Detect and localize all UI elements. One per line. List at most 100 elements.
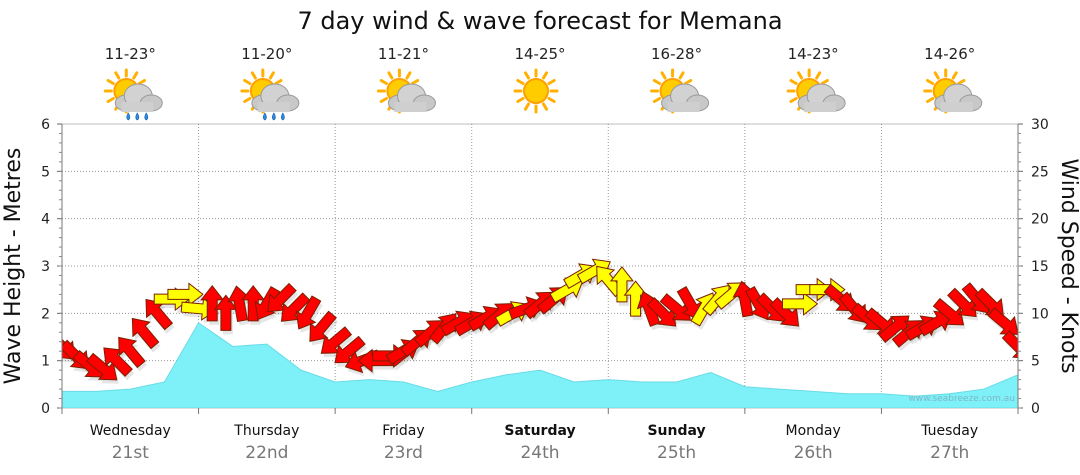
cloud-shape — [661, 83, 710, 112]
day-temperature: 16-28° — [651, 45, 702, 63]
wind-arrows — [62, 258, 1018, 384]
cloud-shape — [797, 83, 846, 112]
sun-ray — [387, 71, 394, 80]
wind-arrow — [659, 293, 691, 321]
rain-drop — [272, 112, 276, 121]
wind-arrow-marks — [62, 258, 1018, 381]
sun-ray — [547, 79, 556, 85]
sun-ray — [137, 79, 146, 85]
weather-icons-row — [103, 68, 983, 121]
right-tick-label: 10 — [1031, 306, 1049, 322]
partly-cloudy-showers-icon — [240, 68, 300, 121]
wind-arrow — [200, 285, 225, 322]
sun-ray — [405, 71, 412, 80]
wind-arrow — [227, 285, 251, 323]
wind-arrow — [309, 310, 337, 342]
temperature-row: 11-23° 11-20° 11-21° 14-25° 16-28° 14-23° 14-2… — [105, 45, 976, 63]
sun-ray — [820, 79, 829, 85]
right-tick-label: 5 — [1031, 354, 1040, 370]
day-temperature: 14-23° — [788, 45, 839, 63]
left-tick-label: 4 — [41, 212, 50, 228]
rain-drop — [126, 112, 131, 121]
sun-ray — [957, 79, 966, 85]
rain-drop — [281, 112, 285, 121]
wind-arrow — [769, 297, 800, 327]
day-date-label: 25th — [657, 443, 696, 463]
cloud-shape — [387, 83, 436, 112]
sun-ray — [516, 97, 525, 103]
day-temperature: 11-21° — [378, 45, 429, 63]
plot-area: www.seabreeze.com.au — [61, 123, 1019, 409]
rain-drop — [263, 112, 267, 121]
sun-ray — [268, 71, 275, 80]
wind-arrow — [167, 282, 204, 307]
rain-drop — [135, 112, 140, 121]
rain-drop — [144, 112, 149, 121]
sun-ray — [524, 102, 530, 111]
wind-arrow — [295, 295, 322, 330]
wind-arrow — [320, 326, 353, 354]
day-name-label: Tuesday — [920, 423, 978, 439]
left-tick-label: 2 — [41, 306, 50, 322]
day-date-label: 23rd — [384, 443, 423, 463]
left-tick-label: 5 — [41, 164, 50, 180]
day-temperature: 11-20° — [241, 45, 292, 63]
left-tick-label: 6 — [41, 117, 50, 133]
chart-title: 7 day wind & wave forecast for Memana — [297, 7, 782, 35]
left-axis-title: Wave Height - Metres — [1, 148, 26, 385]
day-date-label: 24th — [520, 443, 559, 463]
x-axis: Wednesday 21st Thursday 22nd Friday 23rd Satur… — [61, 408, 1019, 463]
partly-cloudy-icon — [650, 68, 710, 114]
sun-ray — [250, 71, 257, 80]
sun-ray — [243, 79, 252, 85]
sun-ray — [547, 97, 556, 103]
wind-arrow — [947, 287, 977, 318]
right-axis: 0 5 10 15 20 25 30 — [1017, 117, 1049, 417]
sun-ray — [132, 71, 139, 80]
wave-height-area — [62, 322, 1018, 408]
sun-ray — [410, 79, 420, 85]
sun-ray — [926, 79, 935, 85]
sun-ray — [926, 97, 935, 103]
day-temperature: 14-25° — [514, 45, 565, 63]
wind-arrow — [103, 347, 133, 377]
left-tick-label: 0 — [41, 401, 50, 417]
watermark: www.seabreeze.com.au — [908, 394, 1015, 404]
day-temperature: 11-23° — [105, 45, 156, 63]
wind-arrow — [781, 291, 819, 316]
day-name-label: Sunday — [647, 423, 705, 439]
partly-cloudy-icon — [786, 68, 846, 114]
sun-ray — [379, 79, 388, 85]
right-axis-title: Wind Speed - Knots — [1056, 158, 1080, 373]
day-name-label: Friday — [382, 423, 424, 439]
sun-ray — [789, 97, 798, 103]
sun-ray — [684, 79, 693, 85]
sun-ray — [678, 71, 685, 80]
wind-arrow — [676, 285, 703, 321]
sun-ray — [542, 102, 548, 111]
wind-arrow — [118, 336, 146, 369]
wind-arrow — [932, 297, 965, 326]
cloud-shape — [251, 83, 300, 112]
sun-ray — [542, 71, 548, 80]
sun-ray — [652, 79, 662, 85]
sun-ray — [789, 79, 798, 85]
wind-arrow — [267, 282, 297, 313]
sun-ray — [815, 71, 822, 80]
wind-arrow — [280, 292, 311, 322]
right-tick-label: 0 — [1031, 401, 1040, 417]
day-date-label: 27th — [930, 443, 969, 463]
day-name-label: Thursday — [233, 423, 299, 439]
partly-cloudy-showers-icon — [103, 68, 163, 121]
day-date-label: 21st — [112, 443, 149, 463]
day-date-label: 26th — [794, 443, 833, 463]
wind-arrow — [609, 266, 634, 303]
right-tick-label: 30 — [1031, 117, 1049, 133]
sun-ray — [660, 71, 667, 80]
day-temperature: 14-26° — [924, 45, 975, 63]
sun-disc — [523, 78, 549, 104]
partly-cloudy-icon — [923, 68, 983, 114]
sun-ray — [516, 79, 525, 85]
sun-ray — [274, 79, 283, 85]
sun-ray — [106, 79, 115, 85]
